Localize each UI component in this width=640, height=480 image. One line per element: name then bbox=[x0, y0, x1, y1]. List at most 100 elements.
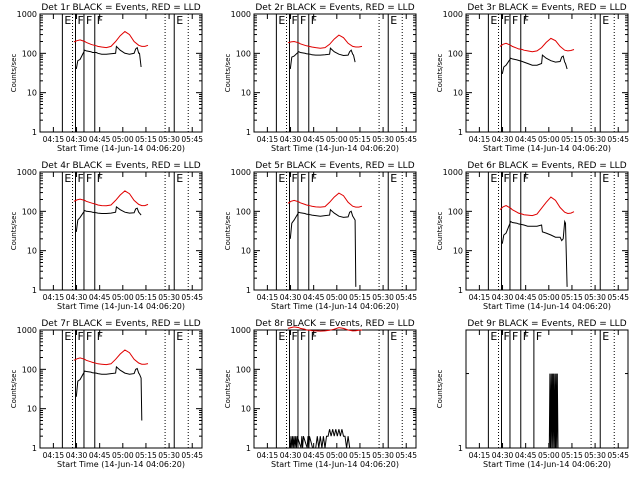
flag-marker-label: F bbox=[311, 330, 317, 343]
x-tick-label: 05:45 bbox=[607, 135, 629, 144]
x-tick-label: 05:30 bbox=[372, 293, 394, 302]
y-tick-label: 10 bbox=[241, 405, 251, 414]
plot-frame bbox=[465, 13, 629, 133]
flag-marker-label: E bbox=[602, 172, 609, 185]
x-tick-label: 04:15 bbox=[43, 293, 65, 302]
y-tick-label: 1000 bbox=[17, 10, 37, 19]
y-tick-label: 1000 bbox=[443, 10, 463, 19]
flag-marker-label: F bbox=[97, 172, 103, 185]
flag-marker-label: E bbox=[278, 172, 285, 185]
x-axis-label: Start Time (14-Jun-14 04:06:20) bbox=[57, 144, 185, 153]
x-tick-label: 05:00 bbox=[538, 135, 560, 144]
x-tick-label: 04:30 bbox=[280, 135, 302, 144]
chart-panel-7: Det 7r BLACK = Events, RED = LLD 1 10 100 10… bbox=[10, 319, 203, 469]
flag-marker-label: F bbox=[77, 14, 83, 27]
chart-panel-8: Det 8r BLACK = Events, RED = LLD 1 10 100 10… bbox=[224, 319, 417, 469]
y-tick-label: 10 bbox=[27, 89, 37, 98]
flag-marker-label: F bbox=[503, 330, 509, 343]
x-tick-label: 04:45 bbox=[303, 451, 325, 460]
x-tick-label: 04:45 bbox=[515, 293, 537, 302]
flag-marker-label: F bbox=[291, 14, 297, 27]
chart-panel-9: Det 9r BLACK = Events, RED = LLD 1 Counts/… bbox=[436, 319, 629, 469]
x-tick-label: 05:15 bbox=[349, 451, 371, 460]
plot-frame bbox=[39, 171, 203, 291]
series-lld bbox=[73, 30, 149, 49]
y-tick-label: 1 bbox=[32, 444, 37, 453]
chart-title: Det 5r BLACK = Events, RED = LLD bbox=[255, 161, 414, 171]
x-tick-label: 05:15 bbox=[135, 293, 157, 302]
y-tick-label: 1 bbox=[458, 286, 463, 295]
x-tick-label: 05:45 bbox=[181, 451, 203, 460]
chart-title: Det 9r BLACK = Events, RED = LLD bbox=[467, 319, 626, 329]
x-tick-label: 04:30 bbox=[66, 451, 88, 460]
flag-marker-label: F bbox=[512, 14, 518, 27]
x-tick-label: 05:45 bbox=[395, 451, 417, 460]
chart-title: Det 7r BLACK = Events, RED = LLD bbox=[41, 319, 200, 329]
x-tick-label: 05:30 bbox=[584, 451, 606, 460]
plot-frame bbox=[253, 171, 417, 291]
x-axis-label: Start Time (14-Jun-14 04:06:20) bbox=[483, 302, 611, 311]
flag-marker-label: F bbox=[77, 172, 83, 185]
chart-panel-3: Det 3r BLACK = Events, RED = LLD 1 10 100 10… bbox=[436, 3, 629, 153]
series-events bbox=[289, 208, 357, 287]
chart-title: Det 6r BLACK = Events, RED = LLD bbox=[467, 161, 626, 171]
x-tick-label: 04:15 bbox=[469, 293, 491, 302]
chart-title: Det 1r BLACK = Events, RED = LLD bbox=[41, 3, 200, 13]
x-tick-label: 05:45 bbox=[181, 135, 203, 144]
x-tick-label: 04:15 bbox=[43, 451, 65, 460]
x-tick-label: 04:30 bbox=[492, 293, 514, 302]
x-tick-label: 04:30 bbox=[66, 293, 88, 302]
flag-marker-label: E bbox=[64, 14, 71, 27]
flag-marker-label: F bbox=[300, 14, 306, 27]
x-axis-label: Start Time (14-Jun-14 04:06:20) bbox=[271, 460, 399, 469]
flag-marker-label: F bbox=[503, 14, 509, 27]
flag-marker-label: E bbox=[64, 330, 71, 343]
x-tick-label: 05:00 bbox=[326, 135, 348, 144]
x-tick-label: 05:30 bbox=[158, 293, 180, 302]
plot-frame bbox=[465, 171, 629, 291]
flag-marker-label: F bbox=[523, 330, 529, 343]
plot-frame bbox=[465, 329, 629, 449]
flag-marker-label: F bbox=[97, 14, 103, 27]
chart-title: Det 8r BLACK = Events, RED = LLD bbox=[255, 319, 414, 329]
flag-marker-label: F bbox=[86, 14, 92, 27]
x-tick-label: 05:15 bbox=[349, 135, 371, 144]
flag-marker-label: F bbox=[311, 14, 317, 27]
chart-panel-2: Det 2r BLACK = Events, RED = LLD 1 10 100 10… bbox=[224, 3, 417, 153]
x-tick-label: 05:15 bbox=[135, 135, 157, 144]
y-tick-label: 100 bbox=[448, 49, 463, 58]
flag-marker-label: E bbox=[390, 330, 397, 343]
flag-marker-label: F bbox=[291, 330, 297, 343]
y-tick-label: 1000 bbox=[231, 10, 251, 19]
y-tick-label: 100 bbox=[236, 365, 251, 374]
y-tick-label: 1 bbox=[246, 286, 251, 295]
x-tick-label: 04:15 bbox=[43, 135, 65, 144]
chart-panel-1: Det 1r BLACK = Events, RED = LLD 1 10 100 10… bbox=[10, 3, 203, 153]
x-axis-label: Start Time (14-Jun-14 04:06:20) bbox=[483, 144, 611, 153]
series-events bbox=[501, 54, 568, 75]
x-tick-label: 05:45 bbox=[395, 135, 417, 144]
plot-frame bbox=[253, 329, 417, 449]
y-tick-label: 1000 bbox=[231, 326, 251, 335]
x-tick-label: 04:30 bbox=[492, 135, 514, 144]
chart-panel-6: Det 6r BLACK = Events, RED = LLD 1 10 100 10… bbox=[436, 161, 629, 311]
x-tick-label: 05:00 bbox=[326, 451, 348, 460]
chart-title: Det 4r BLACK = Events, RED = LLD bbox=[41, 161, 200, 171]
y-tick-label: 10 bbox=[27, 405, 37, 414]
x-tick-label: 05:00 bbox=[326, 293, 348, 302]
y-tick-label: 1 bbox=[246, 444, 251, 453]
x-tick-label: 05:00 bbox=[112, 293, 134, 302]
plot-frame bbox=[39, 13, 203, 133]
x-tick-label: 05:15 bbox=[561, 135, 583, 144]
flag-marker-label: E bbox=[64, 172, 71, 185]
flag-marker-label: F bbox=[523, 172, 529, 185]
y-axis-label: Counts/sec bbox=[436, 370, 444, 409]
x-tick-label: 05:00 bbox=[112, 451, 134, 460]
flag-marker-label: E bbox=[490, 14, 497, 27]
x-tick-label: 05:30 bbox=[584, 293, 606, 302]
y-tick-label: 100 bbox=[448, 207, 463, 216]
flag-marker-label: E bbox=[176, 14, 183, 27]
plot-frame bbox=[39, 329, 203, 449]
flag-marker-label: F bbox=[77, 330, 83, 343]
flag-marker-label: F bbox=[97, 330, 103, 343]
